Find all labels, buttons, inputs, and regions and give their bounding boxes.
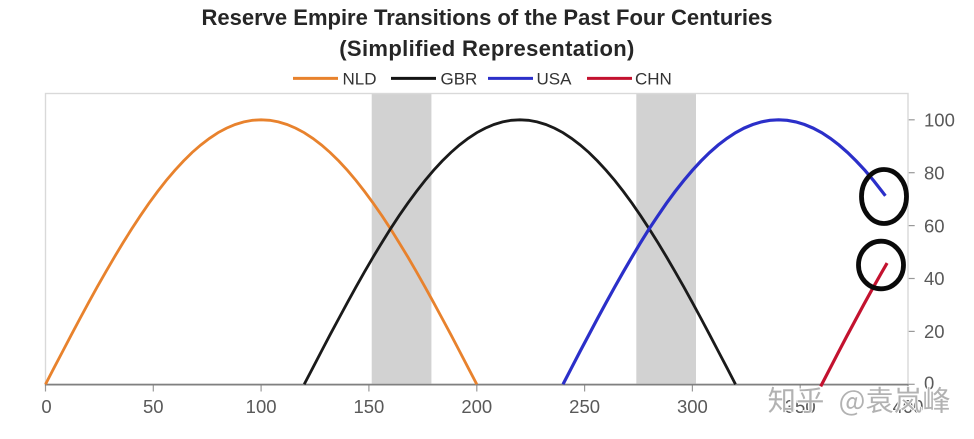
- svg-text:60: 60: [924, 215, 945, 236]
- svg-text:100: 100: [924, 110, 955, 131]
- svg-text:50: 50: [143, 396, 164, 417]
- svg-text:GBR: GBR: [441, 70, 478, 89]
- svg-text:100: 100: [246, 396, 277, 417]
- svg-text:CHN: CHN: [635, 70, 672, 89]
- svg-text:150: 150: [353, 396, 384, 417]
- svg-text:0: 0: [41, 396, 51, 417]
- svg-text:0: 0: [924, 373, 934, 394]
- svg-text:300: 300: [677, 396, 708, 417]
- svg-text:200: 200: [461, 396, 492, 417]
- svg-text:40: 40: [924, 268, 945, 289]
- svg-text:20: 20: [924, 321, 945, 342]
- svg-text:80: 80: [924, 162, 945, 183]
- svg-text:NLD: NLD: [343, 70, 377, 89]
- svg-text:USA: USA: [537, 70, 573, 89]
- svg-text:250: 250: [569, 396, 600, 417]
